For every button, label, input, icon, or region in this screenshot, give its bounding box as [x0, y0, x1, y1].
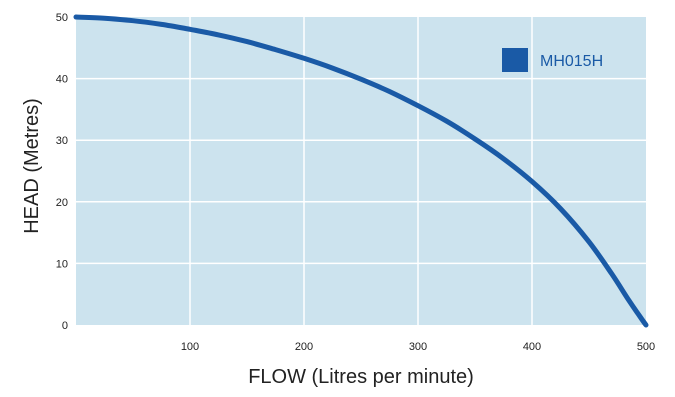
- y-tick-label: 30: [56, 135, 68, 147]
- legend-swatch: [502, 48, 528, 72]
- y-tick-label: 0: [62, 320, 68, 332]
- series-line-mh015h: [73, 14, 649, 328]
- series-lines: [73, 14, 649, 328]
- x-axis-title: FLOW (Litres per minute): [248, 366, 474, 388]
- x-tick-label: 400: [523, 341, 541, 353]
- legend-label: MH015H: [540, 53, 603, 70]
- plot-background: [76, 17, 646, 325]
- y-tick-label: 20: [56, 197, 68, 209]
- x-tick-labels: 100 200 300 400 500: [181, 341, 655, 353]
- y-tick-labels: 0 10 20 30 40 50: [56, 12, 68, 332]
- y-tick-label: 50: [56, 12, 68, 24]
- legend: MH015H: [502, 48, 603, 72]
- y-axis-title: HEAD (Metres): [21, 98, 43, 234]
- y-tick-label: 40: [56, 74, 68, 86]
- x-tick-label: 200: [295, 341, 313, 353]
- x-tick-label: 300: [409, 341, 427, 353]
- y-tick-label: 10: [56, 258, 68, 270]
- x-tick-label: 100: [181, 341, 199, 353]
- x-tick-label: 500: [637, 341, 655, 353]
